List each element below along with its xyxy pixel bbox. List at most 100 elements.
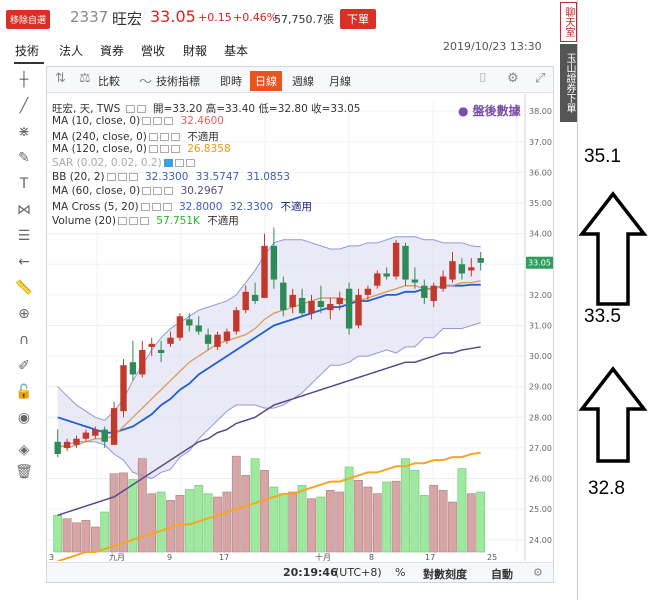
- indicators-button[interactable]: 技術指標: [156, 75, 200, 88]
- legend-macross: MA Cross (5, 20) 32.8000 32.3300 不適用: [52, 201, 312, 213]
- tab-revenue[interactable]: 營收: [141, 44, 166, 58]
- x-tick-label: 十月: [315, 552, 331, 561]
- volume-bar: [241, 475, 251, 553]
- legend-main-label: 旺宏, 天, TWS: [52, 103, 121, 115]
- ruler-icon[interactable]: 📏: [15, 280, 33, 296]
- volume-bar: [382, 481, 392, 553]
- y-tick-label: 28.00: [529, 413, 552, 422]
- volume-bar: [288, 491, 298, 553]
- y-tick-label: 25.00: [529, 505, 552, 514]
- candle-body: [336, 297, 343, 305]
- volume-bar: [448, 501, 457, 553]
- volume-bar: [278, 493, 288, 553]
- layers-icon[interactable]: ◈: [18, 442, 30, 458]
- stock-header: 移除自選 2337 旺宏 33.05 +0.15 +0.46% 57,750.7…: [0, 0, 555, 38]
- remove-watchlist-button[interactable]: 移除自選: [6, 10, 51, 29]
- period-weekly[interactable]: 週線: [292, 75, 314, 88]
- trendline-icon[interactable]: ╱: [19, 98, 29, 114]
- period-monthly[interactable]: 月線: [329, 75, 351, 88]
- trade-volume: 57,750.7張: [274, 13, 334, 26]
- volume-bar: [307, 498, 316, 553]
- tab-margin[interactable]: 資券: [100, 44, 125, 58]
- auto-scale-button[interactable]: 自動: [491, 568, 513, 581]
- settings-gear-icon[interactable]: ⚙: [533, 566, 543, 579]
- candle-body: [298, 297, 306, 314]
- magnet-icon[interactable]: ∩: [18, 332, 30, 348]
- candle-body: [468, 267, 475, 271]
- candle-body: [355, 294, 362, 326]
- candle-body: [223, 331, 231, 341]
- stock-price: 33.05: [150, 7, 196, 26]
- volume-bar: [109, 473, 119, 553]
- tab-financials[interactable]: 財報: [183, 44, 208, 58]
- order-button[interactable]: 下單: [340, 9, 376, 29]
- period-daily[interactable]: 日線: [250, 71, 282, 91]
- volume-bar: [354, 480, 363, 553]
- x-tick-label: 3: [49, 553, 54, 561]
- broker-order-tab[interactable]: 玉山證券下單: [560, 44, 577, 122]
- last-price-label: 33.05: [528, 259, 551, 268]
- arrow-left-icon[interactable]: ←: [18, 254, 30, 270]
- volume-bars: [53, 455, 486, 553]
- volume-bar: [438, 490, 448, 553]
- eye-icon[interactable]: ◉: [17, 410, 31, 426]
- y-tick-label: 38.00: [529, 107, 552, 116]
- x-tick-label: 17: [425, 553, 435, 561]
- trash-icon[interactable]: 🗑: [15, 464, 33, 480]
- tab-basic[interactable]: 基本: [224, 44, 249, 58]
- fullscreen-icon[interactable]: ⤢: [535, 71, 546, 86]
- settings-icon[interactable]: ⚙: [507, 71, 519, 86]
- indicator-icon[interactable]: 〜: [139, 75, 153, 90]
- legend-ma10: MA (10, close, 0) 32.4600: [52, 115, 224, 127]
- volume-bar: [316, 496, 326, 553]
- candle-body: [392, 242, 400, 277]
- period-realtime[interactable]: 即時: [220, 75, 242, 88]
- fib-icon[interactable]: ☰: [17, 228, 31, 244]
- volume-bar: [213, 496, 222, 553]
- candle-body: [308, 300, 315, 314]
- text-icon[interactable]: T: [19, 176, 29, 192]
- price-chart[interactable]: 38.0037.0036.0035.0034.0033.0032.0031.00…: [47, 94, 553, 561]
- candle-body: [374, 273, 381, 286]
- clock-time: 20:19:46: [283, 566, 338, 579]
- crosshair-icon[interactable]: ┼: [19, 72, 29, 88]
- camera-icon[interactable]: ⌷: [479, 71, 487, 86]
- zoom-in-icon[interactable]: ⊕: [18, 306, 30, 322]
- candle-body: [317, 300, 325, 308]
- chatroom-tab[interactable]: 聊天室: [560, 2, 577, 42]
- x-tick-label: 8: [369, 553, 374, 561]
- candle-body: [411, 279, 419, 283]
- pattern-icon[interactable]: ⋈: [17, 202, 31, 218]
- legend-low: 低=32.80: [258, 103, 308, 115]
- volume-bar: [457, 468, 467, 553]
- lock-draw-icon[interactable]: ✐: [18, 358, 30, 374]
- y-tick-label: 27.00: [529, 444, 552, 453]
- compare-button[interactable]: 比較: [98, 75, 120, 88]
- candle-type-icon[interactable]: ⇅: [55, 71, 66, 86]
- candle-body: [458, 264, 466, 274]
- compare-icon[interactable]: ⚖: [79, 71, 91, 86]
- volume-bar: [297, 485, 307, 553]
- pitchfork-icon[interactable]: ⋇: [18, 124, 30, 140]
- legend-ma240: MA (240, close, 0) 不適用: [52, 131, 219, 143]
- candle-body: [261, 245, 268, 298]
- volume-bar: [128, 479, 138, 553]
- log-scale-button[interactable]: 對數刻度: [423, 568, 467, 581]
- brush-icon[interactable]: ✎: [18, 150, 30, 166]
- volume-bar: [250, 458, 260, 553]
- volume-bar: [410, 470, 420, 553]
- volume-bar: [194, 485, 204, 553]
- tab-technical[interactable]: 技術: [15, 44, 40, 58]
- candle-body: [383, 273, 390, 277]
- candle-body: [195, 325, 202, 332]
- up-arrow-lower-icon: [578, 366, 648, 463]
- y-tick-label: 30.00: [529, 352, 552, 361]
- sidebar-divider: [577, 0, 578, 600]
- candle-body: [110, 408, 118, 445]
- tab-institutional[interactable]: 法人: [59, 44, 84, 58]
- annotation-bottom-value: 32.8: [588, 478, 625, 499]
- legend-bb: BB (20, 2) 32.3300 33.5747 31.0853: [52, 171, 290, 183]
- drawing-toolbar: ┼ ╱ ⋇ ✎ T ⋈ ☰ ← 📏 ⊕ ∩ ✐ 🔓 ◉ ◈ 🗑: [0, 62, 46, 482]
- percent-scale-button[interactable]: %: [395, 566, 406, 579]
- lock-icon[interactable]: 🔓: [15, 384, 33, 400]
